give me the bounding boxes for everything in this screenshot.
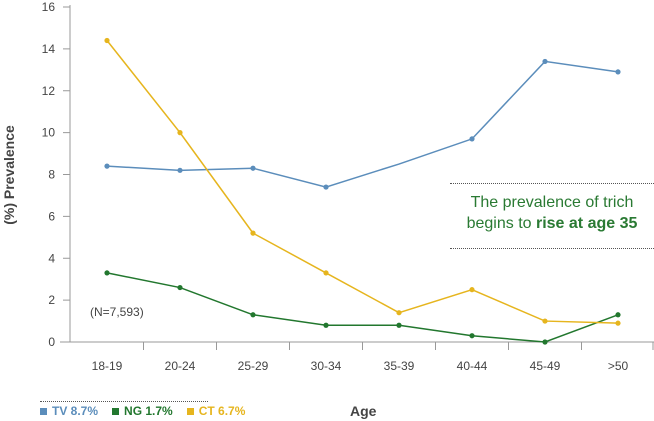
y-axis-title: (%) Prevalence [1,125,17,225]
data-point-1 [615,312,621,318]
data-point-1 [177,284,183,291]
legend-label-tv: TV 8.7% [52,404,99,418]
legend-swatch-tv [40,408,47,415]
data-point-2 [542,318,548,324]
legend-item-ct: CT 6.7% [186,404,246,418]
legend-item-ng: NG 1.7% [112,404,173,418]
y-tick-label: 2 [48,293,55,307]
x-axis-title: Age [350,403,377,419]
x-tick-label: 35-39 [384,359,415,373]
x-tick-label: 25-29 [238,359,269,373]
data-point-2 [177,130,183,136]
x-tick-label: 18-19 [92,359,123,373]
y-tick-label: 16 [42,0,56,14]
data-point-1 [104,270,110,276]
data-point-2 [615,320,621,326]
legend-item-tv: TV 8.7% [40,404,98,418]
data-point-2 [104,37,110,44]
data-point-2 [323,270,329,276]
data-point-0 [469,136,475,142]
annotation-line-1: The prevalence of trich [470,194,634,211]
y-tick-label: 12 [42,84,56,98]
data-point-0 [323,184,329,190]
x-tick-label: >50 [608,359,629,373]
data-point-1 [396,322,402,328]
annotation-note: The prevalence of trich begins to rise a… [450,192,654,234]
legend-swatch-ng [112,408,120,415]
annotation-divider-top [450,183,654,184]
legend-label-ct: CT 6.7% [198,404,246,418]
data-point-1 [542,339,548,345]
annotation-plain: begins to [466,215,536,232]
legend-divider [40,401,208,402]
x-tick-label: 20-24 [165,359,196,373]
annotation-bold: rise at age 35 [535,215,638,232]
data-point-1 [323,322,329,328]
data-point-0 [542,58,548,65]
data-point-2 [250,230,256,236]
data-point-1 [469,333,475,339]
data-point-0 [104,163,110,169]
series-line-2 [106,40,619,324]
y-tick-label: 8 [48,168,55,182]
data-point-0 [177,167,183,173]
sample-size-label: (N=7,593) [90,305,144,319]
data-point-2 [396,310,402,316]
data-point-0 [250,165,256,171]
series-line-0 [106,60,619,188]
legend-swatch-ct [186,408,194,415]
y-tick-label: 10 [42,126,56,140]
legend-label-ng: NG 1.7% [124,404,173,418]
y-tick-label: 0 [48,335,55,349]
y-tick-label: 4 [48,251,55,265]
data-point-2 [469,287,475,293]
data-point-0 [615,69,621,75]
data-point-1 [250,312,256,318]
x-tick-label: 40-44 [457,359,488,373]
x-tick-label: 45-49 [530,359,561,373]
legend: TV 8.7% NG 1.7% CT 6.7% [40,404,245,418]
y-tick-label: 14 [42,42,56,56]
y-tick-label: 6 [48,209,55,223]
annotation-divider-bottom [450,248,654,249]
annotation-line-2: begins to rise at age 35 [450,213,654,234]
series-line-1 [106,272,619,343]
x-tick-label: 30-34 [311,359,342,373]
